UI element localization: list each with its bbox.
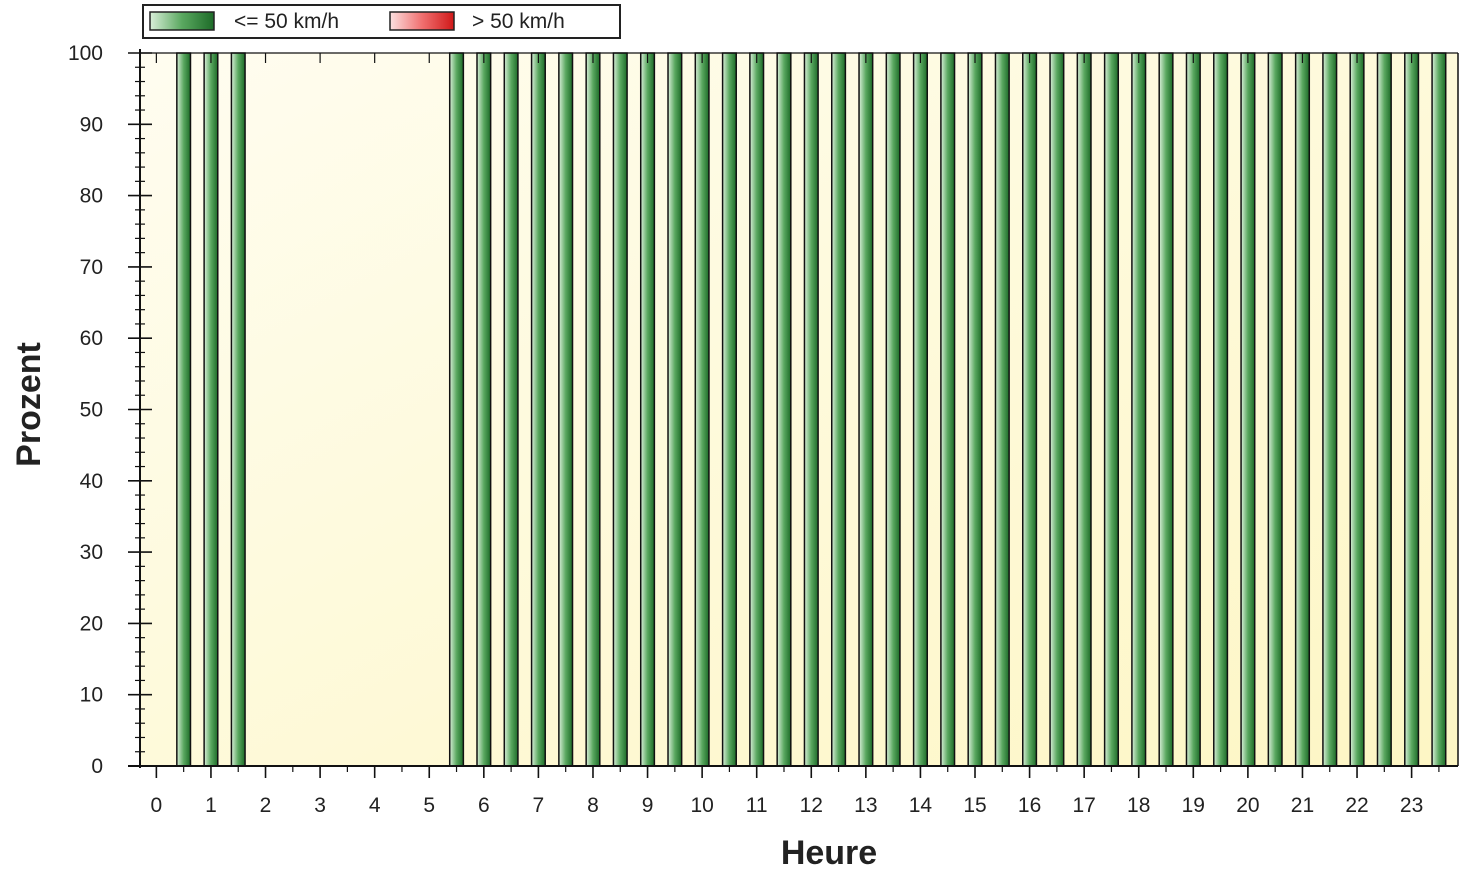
bar-le-50 — [1185, 52, 1201, 767]
x-tick-label: 22 — [1345, 794, 1368, 817]
x-tick-label: 3 — [314, 794, 326, 817]
bar-le-50 — [1294, 52, 1311, 767]
x-tick-label: 1 — [205, 794, 217, 817]
bar-le-50 — [667, 52, 683, 767]
y-tick-label: 20 — [80, 612, 103, 635]
plot-area — [140, 53, 1458, 766]
y-tick-label: 10 — [80, 684, 103, 707]
y-tick-label: 40 — [80, 470, 103, 493]
bar-le-50 — [176, 52, 192, 767]
x-tick-label: 8 — [587, 794, 599, 817]
bar-le-50 — [1322, 52, 1338, 767]
bar-le-50 — [885, 52, 901, 767]
bar-le-50 — [530, 52, 546, 767]
bar-le-50 — [230, 52, 246, 767]
x-tick-label: 18 — [1127, 794, 1150, 817]
y-tick-label: 80 — [80, 185, 103, 208]
bar-le-50 — [639, 52, 656, 767]
bar-le-50 — [1404, 52, 1420, 767]
x-tick-label: 13 — [854, 794, 877, 817]
x-tick-label: 16 — [1018, 794, 1041, 817]
axes-layer — [128, 49, 1459, 768]
bar-le-50 — [994, 52, 1010, 767]
bar-le-50 — [1267, 52, 1283, 767]
bar-le-50 — [1131, 52, 1147, 767]
x-tick-label: 9 — [642, 794, 654, 817]
bar-le-50 — [721, 52, 737, 767]
x-tick-label: 15 — [963, 794, 986, 817]
bar-le-50 — [1240, 52, 1256, 767]
x-tick-label: 20 — [1236, 794, 1259, 817]
bar-le-50 — [476, 52, 492, 767]
y-axis-title: Prozent — [10, 342, 48, 467]
y-tick-label: 70 — [80, 256, 103, 279]
bar-le-50 — [612, 52, 628, 767]
y-tick-label: 60 — [80, 327, 103, 350]
y-tick-label: 90 — [80, 113, 103, 136]
bar-le-50 — [749, 52, 765, 767]
x-axis-title: Heure — [781, 834, 877, 872]
x-tick-label: 11 — [746, 794, 768, 817]
bar-le-50 — [1349, 52, 1365, 767]
x-tick-label: 7 — [533, 794, 545, 817]
bar-le-50 — [858, 52, 874, 767]
legend-label-le-50: <= 50 km/h — [234, 10, 339, 33]
bar-le-50 — [940, 52, 956, 767]
legend-box — [142, 4, 621, 39]
bar-le-50 — [967, 52, 983, 767]
x-tick-label: 14 — [909, 794, 933, 817]
bar-le-50 — [448, 52, 465, 767]
bar-le-50 — [1213, 52, 1229, 767]
bar-le-50 — [203, 52, 219, 767]
x-tick-label: 21 — [1291, 794, 1314, 817]
bar-le-50 — [1376, 52, 1392, 767]
x-tick-label: 12 — [800, 794, 823, 817]
x-tick-label: 0 — [151, 794, 163, 817]
bar-le-50 — [912, 52, 929, 767]
x-tick-label: 19 — [1182, 794, 1205, 817]
legend-label-gt-50: > 50 km/h — [472, 10, 565, 33]
bar-le-50 — [694, 52, 710, 767]
legend-swatch-gt-50 — [389, 11, 455, 31]
bar-le-50 — [776, 52, 792, 767]
bar-le-50 — [1431, 52, 1447, 767]
bar-le-50 — [803, 52, 819, 767]
x-tick-label: 2 — [260, 794, 272, 817]
legend-swatch-le-50 — [149, 11, 215, 31]
bar-le-50 — [1076, 52, 1092, 767]
y-tick-label: 30 — [80, 541, 103, 564]
bar-le-50 — [558, 52, 574, 767]
bar-le-50 — [1022, 52, 1038, 767]
legend: <= 50 km/h > 50 km/h — [142, 4, 621, 39]
x-tick-label: 17 — [1072, 794, 1095, 817]
y-tick-label: 0 — [91, 755, 103, 778]
x-tick-label: 5 — [423, 794, 435, 817]
bar-le-50 — [585, 52, 601, 767]
bar-le-50 — [503, 52, 519, 767]
x-tick-label: 4 — [369, 794, 381, 817]
bar-le-50 — [1158, 52, 1174, 767]
x-tick-label: 23 — [1400, 794, 1423, 817]
y-tick-label: 50 — [80, 399, 103, 422]
y-tick-label: 100 — [68, 42, 103, 65]
x-tick-label: 10 — [690, 794, 713, 817]
x-tick-label: 6 — [478, 794, 490, 817]
bar-le-50 — [1103, 52, 1120, 767]
bar-le-50 — [1049, 52, 1065, 767]
bar-le-50 — [830, 52, 847, 767]
